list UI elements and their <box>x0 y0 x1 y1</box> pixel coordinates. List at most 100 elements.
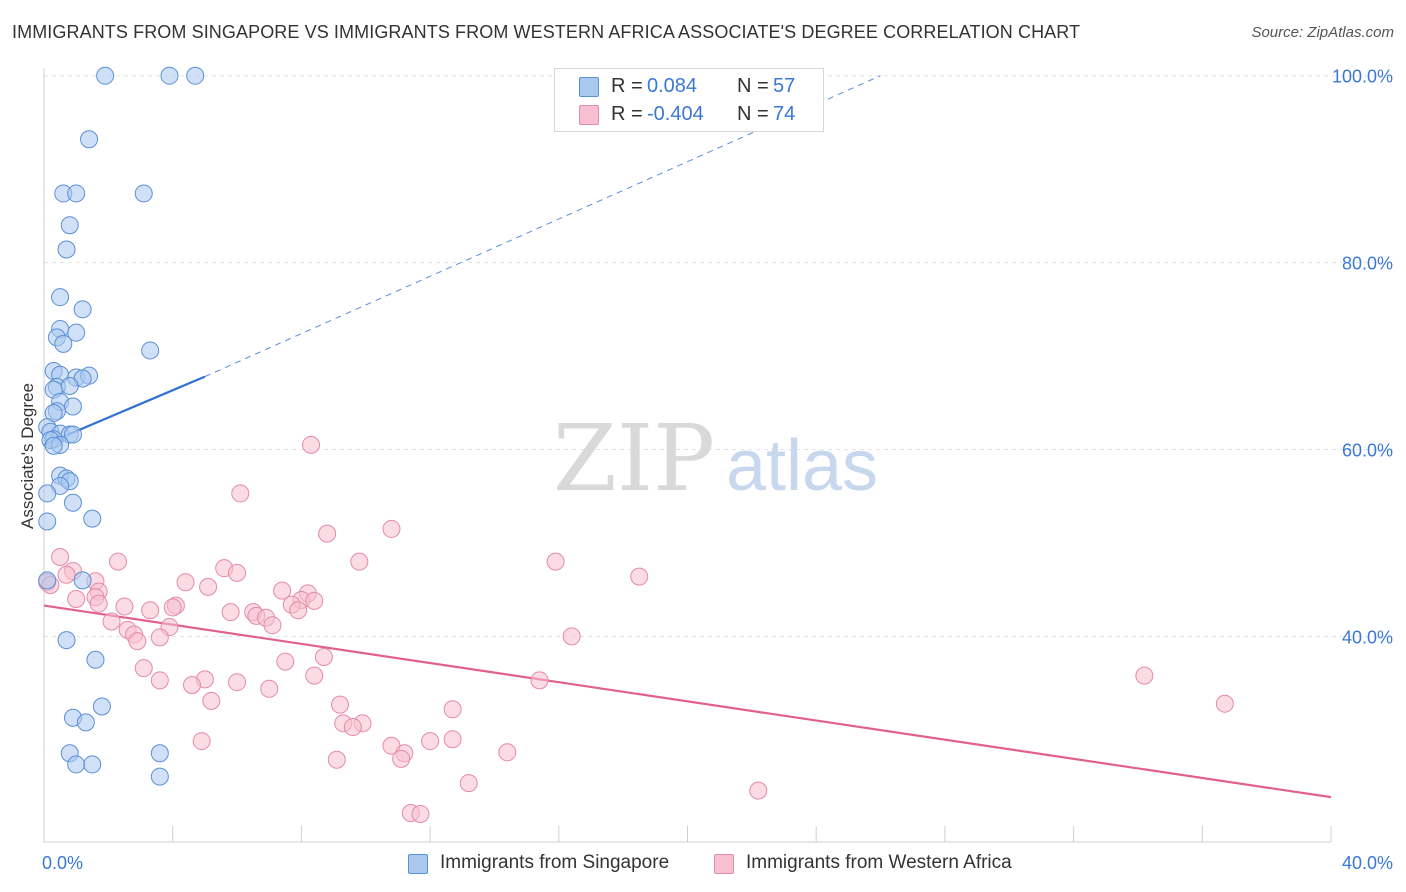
data-point-western-africa <box>150 671 169 690</box>
data-point-singapore <box>38 571 57 590</box>
data-point-western-africa <box>1135 666 1154 685</box>
r-value-singapore: 0.084 <box>647 75 698 97</box>
data-point-singapore <box>60 216 79 235</box>
data-point-western-africa <box>102 612 121 631</box>
data-point-western-africa <box>109 552 128 571</box>
data-point-singapore <box>150 767 169 786</box>
data-point-singapore <box>67 184 86 203</box>
data-point-singapore <box>141 341 160 360</box>
data-point-western-africa <box>630 567 649 586</box>
trend-line-western-africa <box>43 604 1332 799</box>
watermark-zip: ZIP <box>553 405 715 512</box>
legend-label-singapore: Immigrants from Singapore <box>440 852 670 873</box>
data-point-western-africa <box>134 659 153 678</box>
data-point-western-africa <box>421 732 440 751</box>
data-point-western-africa <box>57 565 76 584</box>
data-point-western-africa <box>749 781 768 800</box>
grid-lines <box>44 75 1392 637</box>
singapore-swatch <box>408 854 428 874</box>
data-point-singapore <box>63 397 82 416</box>
y-tick-label: 60.0% <box>1342 441 1393 461</box>
data-point-singapore <box>63 493 82 512</box>
data-point-western-africa <box>443 730 462 749</box>
data-point-singapore <box>60 376 79 395</box>
data-point-western-africa <box>305 666 324 685</box>
data-point-singapore <box>83 755 102 774</box>
data-point-western-africa <box>562 627 581 646</box>
y-tick-label: 80.0% <box>1342 254 1393 274</box>
points-western-africa <box>38 435 1234 823</box>
data-point-western-africa <box>183 676 202 694</box>
data-point-singapore <box>44 436 63 455</box>
data-point-singapore <box>38 512 57 531</box>
data-point-singapore <box>51 288 70 307</box>
data-point-western-africa <box>289 601 308 620</box>
data-point-western-africa <box>392 749 411 768</box>
data-point-singapore <box>83 509 102 528</box>
watermark-atlas: atlas <box>726 426 878 506</box>
data-point-western-africa <box>546 552 565 571</box>
data-point-western-africa <box>411 804 430 823</box>
data-point-western-africa <box>150 628 169 647</box>
data-point-singapore <box>38 484 57 503</box>
data-point-singapore <box>57 631 76 650</box>
data-point-singapore <box>54 334 73 353</box>
data-point-western-africa <box>202 691 221 710</box>
data-point-singapore <box>57 240 76 259</box>
data-point-western-africa <box>350 552 369 571</box>
data-point-western-africa <box>498 743 517 762</box>
data-point-western-africa <box>382 519 401 538</box>
source-label: Source: ZipAtlas.com <box>1251 24 1394 41</box>
data-point-western-africa <box>228 673 247 692</box>
data-point-western-africa <box>141 601 160 620</box>
western-africa-swatch <box>714 854 734 874</box>
data-point-singapore <box>86 650 105 669</box>
data-point-singapore <box>96 66 115 85</box>
data-point-western-africa <box>199 577 218 596</box>
n-value-western-africa: 74 <box>773 103 796 125</box>
data-point-western-africa <box>228 563 247 582</box>
chart-title: IMMIGRANTS FROM SINGAPORE VS IMMIGRANTS … <box>12 22 1081 42</box>
n-label: N = <box>737 103 769 125</box>
western-africa-swatch <box>579 105 599 125</box>
data-point-western-africa <box>327 750 346 769</box>
data-point-singapore <box>73 571 92 590</box>
tick-labels: 40.0% 60.0% 80.0% 100.0% 0.0% 40.0% <box>42 67 1393 873</box>
data-point-western-africa <box>459 774 478 793</box>
correlation-legend: R = 0.084 N = 57 R = -0.404 N = 74 <box>554 68 824 132</box>
data-point-western-africa <box>260 679 279 698</box>
y-tick-label: 100.0% <box>1332 67 1393 87</box>
r-value-western-africa: -0.404 <box>647 103 704 125</box>
data-point-western-africa <box>318 524 337 543</box>
y-axis-label: Associate's Degree <box>18 383 37 529</box>
data-point-singapore <box>73 300 92 319</box>
x-tick-label: 0.0% <box>42 853 83 873</box>
y-tick-label: 40.0% <box>1342 627 1393 647</box>
r-label: R = <box>611 103 643 125</box>
data-point-singapore <box>76 713 95 732</box>
data-point-western-africa <box>67 590 86 609</box>
data-point-western-africa <box>443 700 462 719</box>
data-point-western-africa <box>221 603 240 622</box>
data-point-singapore <box>80 130 99 149</box>
data-point-western-africa <box>128 632 147 651</box>
data-point-western-africa <box>115 597 134 616</box>
r-label: R = <box>611 75 643 97</box>
data-point-singapore <box>63 425 82 444</box>
data-point-western-africa <box>305 591 324 610</box>
points-singapore <box>38 66 205 786</box>
data-point-western-africa <box>89 594 108 613</box>
data-point-singapore <box>134 184 153 203</box>
n-value-singapore: 57 <box>773 75 796 97</box>
data-point-singapore <box>160 66 179 85</box>
data-point-singapore <box>92 697 111 716</box>
data-point-western-africa <box>530 671 549 690</box>
data-point-western-africa <box>343 718 362 737</box>
data-point-singapore <box>150 744 169 763</box>
data-point-western-africa <box>1215 694 1234 713</box>
data-point-western-africa <box>273 581 292 600</box>
data-point-western-africa <box>163 598 182 617</box>
data-point-western-africa <box>231 484 250 503</box>
data-point-western-africa <box>276 652 295 671</box>
